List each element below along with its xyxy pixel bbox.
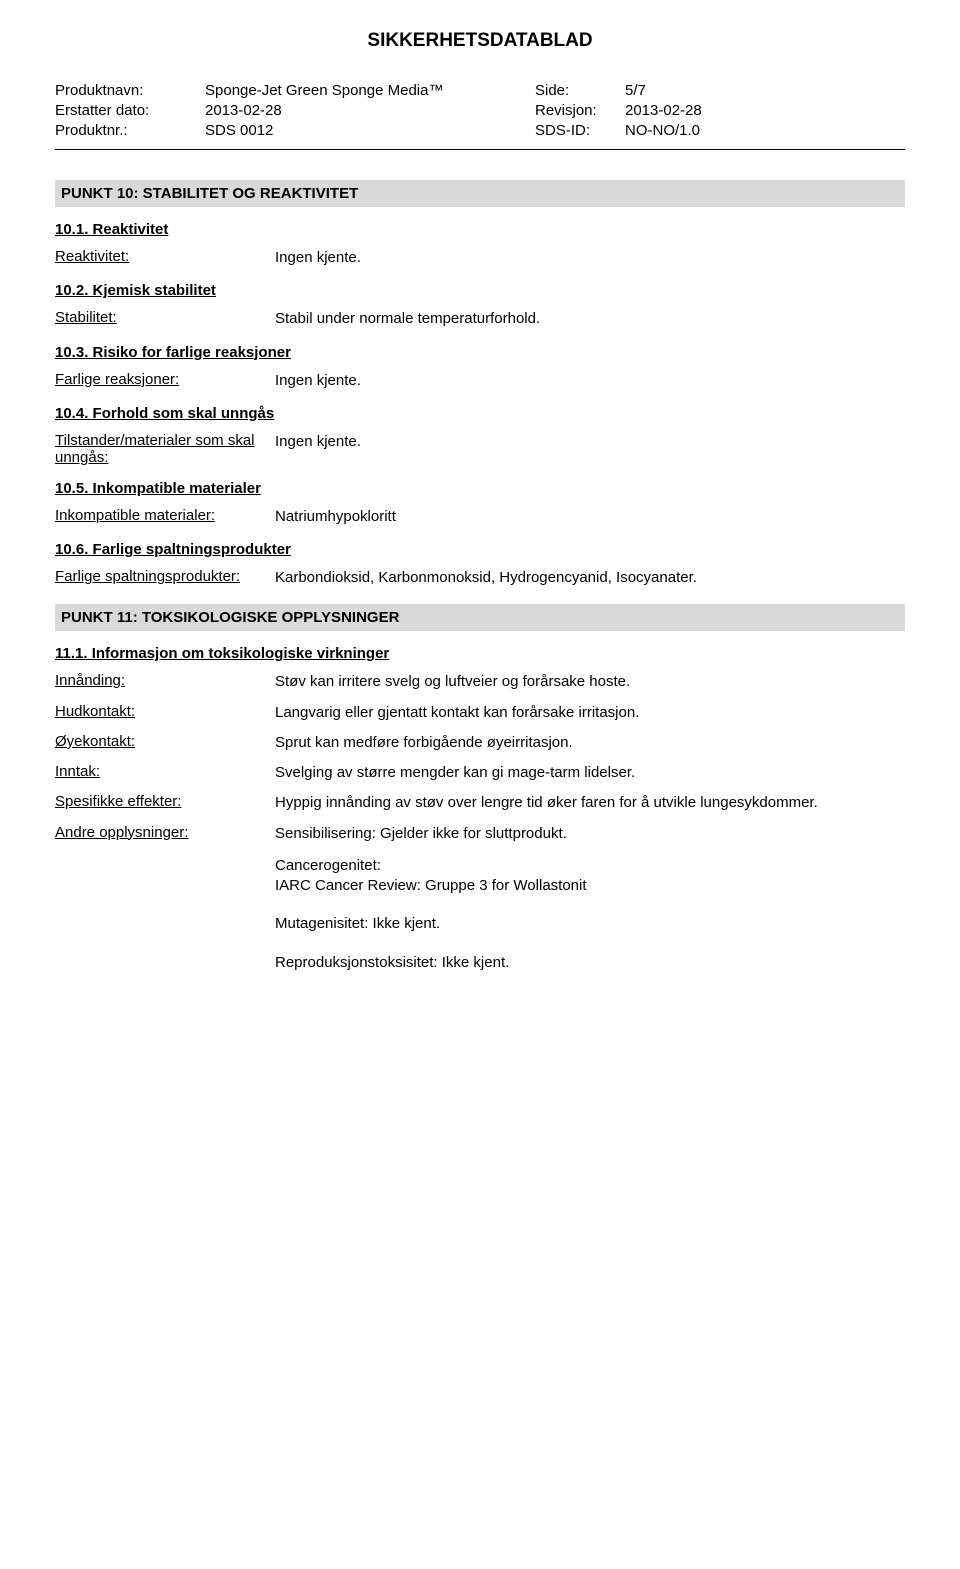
kv-value: Svelging av større mengder kan gi mage-t… [275,763,905,783]
kv-row: Reaktivitet: Ingen kjente. [55,248,905,268]
kv-row: Inkompatible materialer: Natriumhypoklor… [55,507,905,527]
kv-value: Ingen kjente. [275,432,905,466]
kv-label: Stabilitet: [55,309,275,329]
meta-label: Produktnavn: [55,82,205,99]
kv-label: Øyekontakt: [55,733,275,753]
kv-value: Stabil under normale temperaturforhold. [275,309,905,329]
kv-label: Inntak: [55,763,275,783]
kv-value: Natriumhypokloritt [275,507,905,527]
kv-value: Sprut kan medføre forbigående øyeirritas… [275,733,905,753]
subhead-11-1: 11.1. Informasjon om toksikologiske virk… [55,645,905,662]
kv-value: Ingen kjente. [275,248,905,268]
kv-row: Innånding: Støv kan irritere svelg og lu… [55,672,905,692]
kv-value: Ingen kjente. [275,371,905,391]
extra-line: Mutagenisitet: Ikke kjent. [275,914,905,934]
subhead-10-2: 10.2. Kjemisk stabilitet [55,282,905,299]
meta-divider [55,149,905,150]
kv-row: Inntak: Svelging av større mengder kan g… [55,763,905,783]
meta-value: SDS 0012 [205,122,535,139]
section-10-heading: PUNKT 10: STABILITET OG REAKTIVITET [55,180,905,207]
section-11-heading: PUNKT 11: TOKSIKOLOGISKE OPPLYSNINGER [55,604,905,631]
kv-value: Karbondioksid, Karbonmonoksid, Hydrogenc… [275,568,905,588]
extra-line: Cancerogenitet: IARC Cancer Review: Grup… [275,856,905,897]
kv-label: Reaktivitet: [55,248,275,268]
kv-value: Hyppig innånding av støv over lengre tid… [275,793,905,813]
meta-value-right: NO-NO/1.0 [625,122,905,139]
meta-row: Produktnr.: SDS 0012 SDS-ID: NO-NO/1.0 [55,122,905,139]
meta-block: Produktnavn: Sponge-Jet Green Sponge Med… [55,82,905,139]
kv-row: Farlige reaksjoner: Ingen kjente. [55,371,905,391]
meta-label: Produktnr.: [55,122,205,139]
kv-label: Farlige reaksjoner: [55,371,275,391]
kv-label: Spesifikke effekter: [55,793,275,813]
kv-row: Spesifikke effekter: Hyppig innånding av… [55,793,905,813]
kv-label: Tilstander/materialer som skal unngås: [55,432,275,466]
meta-value-right: 5/7 [625,82,905,99]
meta-row: Produktnavn: Sponge-Jet Green Sponge Med… [55,82,905,99]
meta-value: Sponge-Jet Green Sponge Media™ [205,82,535,99]
meta-value-right: 2013-02-28 [625,102,905,119]
extras-block: Cancerogenitet: IARC Cancer Review: Grup… [275,856,905,973]
kv-label: Innånding: [55,672,275,692]
meta-label-right: Revisjon: [535,102,625,119]
subhead-10-6: 10.6. Farlige spaltningsprodukter [55,541,905,558]
subhead-10-4: 10.4. Forhold som skal unngås [55,405,905,422]
meta-label-right: SDS-ID: [535,122,625,139]
meta-value: 2013-02-28 [205,102,535,119]
document-title: SIKKERHETSDATABLAD [55,30,905,52]
kv-value: Sensibilisering: Gjelder ikke for sluttp… [275,824,905,844]
kv-label: Inkompatible materialer: [55,507,275,527]
extra-line: Reproduksjonstoksisitet: Ikke kjent. [275,953,905,973]
kv-row: Hudkontakt: Langvarig eller gjentatt kon… [55,703,905,723]
kv-row: Farlige spaltningsprodukter: Karbondioks… [55,568,905,588]
meta-row: Erstatter dato: 2013-02-28 Revisjon: 201… [55,102,905,119]
subhead-10-3: 10.3. Risiko for farlige reaksjoner [55,344,905,361]
meta-label: Erstatter dato: [55,102,205,119]
kv-value: Støv kan irritere svelg og luftveier og … [275,672,905,692]
kv-label: Andre opplysninger: [55,824,275,844]
kv-row: Tilstander/materialer som skal unngås: I… [55,432,905,466]
subhead-10-5: 10.5. Inkompatible materialer [55,480,905,497]
kv-row: Andre opplysninger: Sensibilisering: Gje… [55,824,905,844]
kv-label: Hudkontakt: [55,703,275,723]
subhead-10-1: 10.1. Reaktivitet [55,221,905,238]
kv-row: Øyekontakt: Sprut kan medføre forbigåend… [55,733,905,753]
kv-value: Langvarig eller gjentatt kontakt kan for… [275,703,905,723]
kv-label: Farlige spaltningsprodukter: [55,568,275,588]
kv-row: Stabilitet: Stabil under normale tempera… [55,309,905,329]
meta-label-right: Side: [535,82,625,99]
